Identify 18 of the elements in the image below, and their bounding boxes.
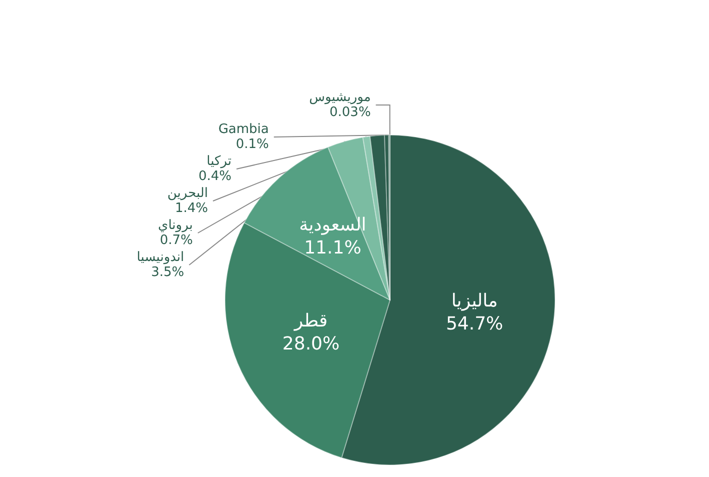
- data-label: 1.4%: [174, 201, 208, 216]
- slice-label: تركيا: [206, 154, 232, 169]
- data-label: 0.03%: [330, 105, 371, 120]
- slice-label: اندونيسيا: [136, 250, 184, 265]
- data-label: 28.0%: [282, 334, 340, 355]
- slice-label: ماليزيا: [451, 290, 498, 312]
- slice-label: السعودية: [299, 214, 366, 236]
- data-label: 0.1%: [236, 137, 269, 152]
- slice-label: البحرين: [167, 186, 208, 201]
- data-label: 11.1%: [304, 238, 362, 259]
- slice-label: قطر: [293, 310, 328, 332]
- data-label: 3.5%: [151, 265, 184, 280]
- data-label: 0.4%: [198, 169, 232, 184]
- slice-label: Gambia: [218, 122, 269, 137]
- data-label: 54.7%: [446, 314, 504, 335]
- slice-label: بروناي: [158, 218, 193, 233]
- data-label: 0.7%: [160, 233, 193, 248]
- slice-label: موريشيوس: [309, 90, 371, 105]
